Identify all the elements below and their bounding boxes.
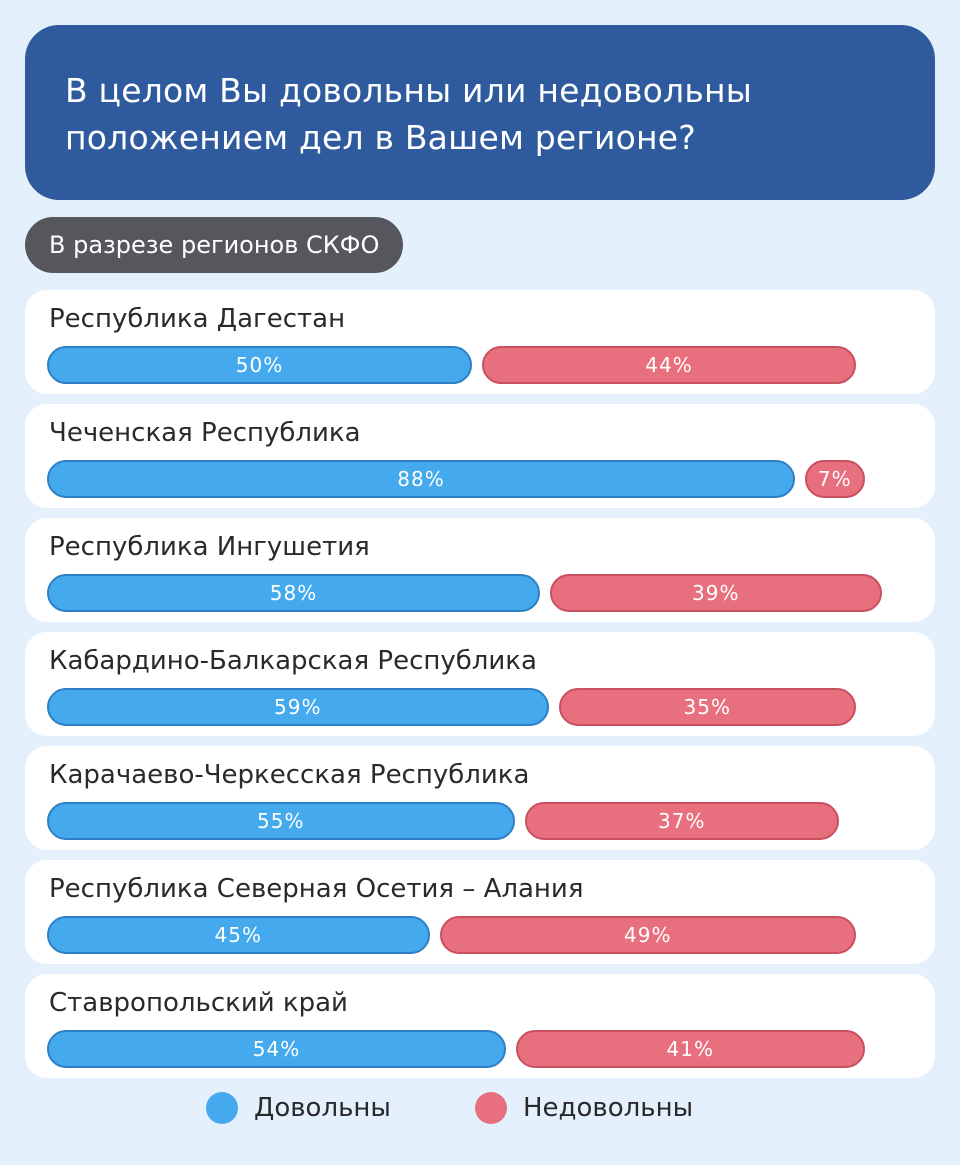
region-bars: 54% 41% [47,1030,897,1068]
bar-satisfied: 45% [47,916,430,954]
region-bars: 50% 44% [47,346,897,384]
question-title-line-1: В целом Вы довольны или недовольны [65,71,753,110]
legend-label-dissatisfied: Недовольны [523,1093,694,1123]
region-card: Карачаево-Черкесская Республика 55% 37% [25,746,935,850]
region-name: Ставропольский край [49,988,348,1018]
bar-satisfied: 59% [47,688,549,726]
region-name: Карачаево-Черкесская Республика [49,760,530,790]
bar-dissatisfied: 37% [524,802,839,840]
region-card: Республика Ингушетия 58% 39% [25,518,935,622]
question-title-line-2: положением дел в Вашем регионе? [65,118,696,157]
region-card: Республика Северная Осетия – Алания 45% 49… [25,860,935,964]
legend-item-satisfied: Довольны [206,1092,391,1124]
bar-satisfied: 54% [47,1030,506,1068]
chart-legend: Довольны Недовольны [0,1092,960,1136]
legend-dot-satisfied-icon [206,1092,238,1124]
bar-satisfied: 58% [47,574,540,612]
region-name: Чеченская Республика [49,418,361,448]
region-name: Кабардино-Балкарская Республика [49,646,537,676]
region-card: Ставропольский край 54% 41% [25,974,935,1078]
bar-satisfied: 88% [47,460,795,498]
region-name: Республика Дагестан [49,304,346,334]
bar-dissatisfied: 39% [550,574,882,612]
legend-item-dissatisfied: Недовольны [475,1092,693,1124]
legend-label-satisfied: Довольны [254,1093,391,1123]
bar-satisfied: 55% [47,802,515,840]
region-card: Республика Дагестан 50% 44% [25,290,935,394]
region-name: Республика Ингушетия [49,532,370,562]
bar-dissatisfied: 35% [558,688,856,726]
region-bars: 88% 7% [47,460,897,498]
legend-dot-dissatisfied-icon [475,1092,507,1124]
region-card: Кабардино-Балкарская Республика 59% 35% [25,632,935,736]
bar-dissatisfied: 49% [439,916,856,954]
bar-dissatisfied: 44% [482,346,856,384]
region-bars: 58% 39% [47,574,897,612]
question-header: В целом Вы довольны или недовольны полож… [25,25,935,200]
region-bars: 59% 35% [47,688,897,726]
bar-satisfied: 50% [47,346,472,384]
bar-dissatisfied: 7% [805,460,865,498]
region-bars: 55% 37% [47,802,897,840]
section-subtitle: В разрезе регионов СКФО [25,217,404,273]
region-name: Республика Северная Осетия – Алания [49,874,584,904]
region-card: Чеченская Республика 88% 7% [25,404,935,508]
bar-dissatisfied: 41% [516,1030,865,1068]
region-bars: 45% 49% [47,916,897,954]
